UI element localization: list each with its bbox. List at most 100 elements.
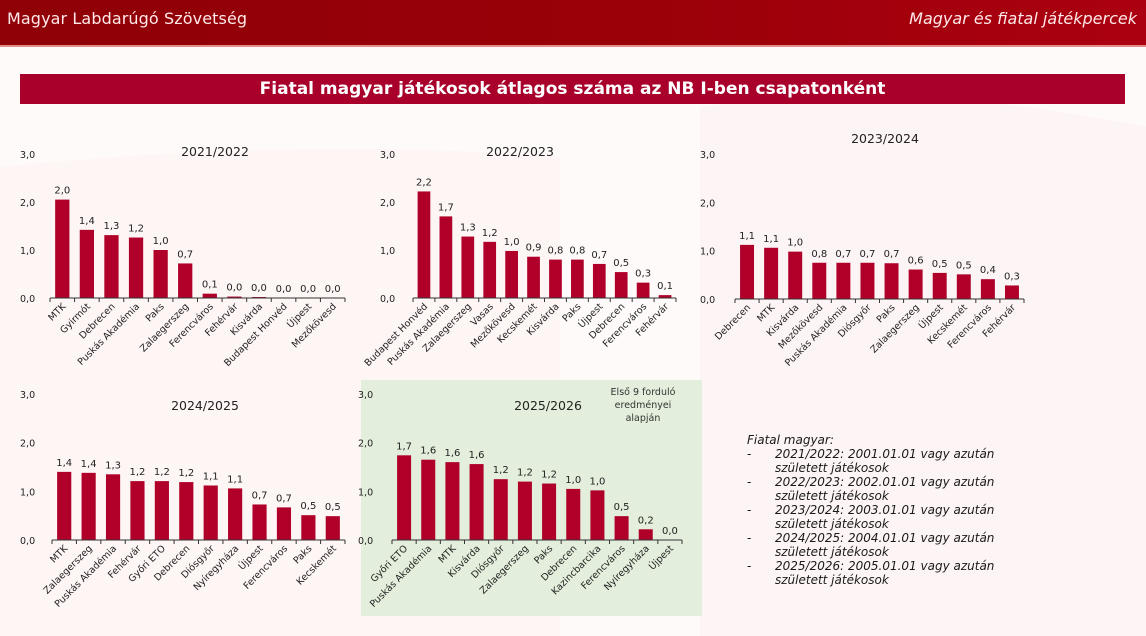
bar [493, 479, 508, 540]
bar [153, 250, 168, 298]
legend-item-line: született játékosok [775, 517, 889, 531]
data-label: 0,9 [526, 243, 542, 254]
data-label: 0,8 [569, 246, 585, 257]
data-label: 1,4 [56, 458, 72, 469]
data-label: 0,8 [811, 249, 827, 260]
data-label: 1,0 [589, 476, 605, 487]
bar [638, 529, 653, 540]
bar [566, 488, 581, 540]
data-label: 2,2 [416, 177, 432, 188]
chart-title: 2025/2026 [514, 398, 582, 413]
legend-item-line: született játékosok [775, 573, 889, 587]
bar [79, 229, 95, 298]
data-label: 0,1 [657, 281, 673, 292]
bar [130, 481, 145, 540]
definition-legend: Fiatal magyar: - 2021/2022: 2001.01.01 v… [747, 433, 1007, 587]
data-label: 0,3 [635, 269, 651, 280]
bar [836, 262, 851, 299]
data-label: 0,3 [1004, 271, 1020, 282]
data-label: 0,5 [614, 502, 630, 513]
bar [227, 296, 242, 298]
legend-item: - 2023/2024: 2003.01.01 vagy azután szül… [747, 503, 1007, 531]
bar [571, 259, 584, 298]
bar [81, 472, 96, 540]
data-label: 1,2 [482, 228, 498, 239]
data-label: 1,0 [153, 236, 169, 247]
bar [658, 295, 672, 298]
data-label: 1,4 [81, 459, 97, 470]
data-label: 1,3 [104, 221, 120, 232]
legend-item-line: született játékosok [775, 545, 889, 559]
bar [105, 474, 121, 540]
data-label: 1,2 [493, 465, 509, 476]
data-label: 1,1 [203, 471, 219, 482]
data-label: 1,0 [787, 238, 803, 249]
bar [740, 244, 755, 299]
bar [884, 263, 899, 299]
chart-2023-2024: 2023/20240,01,02,03,01,1Debrecen1,1MTK1,… [700, 131, 1025, 369]
y-tick-label: 2,0 [20, 439, 35, 450]
legend-item-line: született játékosok [775, 489, 889, 503]
data-label: 1,1 [739, 231, 755, 242]
data-label: 1,6 [420, 446, 436, 457]
bar [417, 191, 431, 298]
chart-2025-2026-note: Első 9 forduló eredményei alapján [588, 386, 698, 425]
data-label: 0,7 [276, 493, 292, 504]
legend-item: - 2024/2025: 2004.01.01 vagy azután szül… [747, 531, 1007, 559]
bar [956, 274, 971, 299]
bar [445, 462, 460, 540]
header-bar: Magyar Labdarúgó Szövetség Magyar és fia… [0, 0, 1146, 47]
legend-item-line: 2025/2026: 2005.01.01 vagy azután [775, 559, 995, 573]
y-tick-label: 2,0 [358, 439, 373, 450]
data-label: 1,0 [504, 237, 520, 248]
bar [57, 471, 72, 540]
bar [276, 507, 292, 540]
bar [128, 237, 144, 298]
bar [1004, 285, 1019, 299]
legend-bullet: - [747, 503, 752, 517]
bar [397, 455, 412, 540]
data-label: 0,0 [276, 284, 292, 295]
bar [421, 459, 436, 540]
legend-item-line: 2022/2023: 2002.01.01 vagy azután [775, 475, 995, 489]
data-label: 1,2 [541, 470, 557, 481]
bar [55, 199, 70, 298]
data-label: 0,5 [956, 260, 972, 271]
data-label: 0,7 [591, 250, 607, 261]
data-label: 0,1 [202, 280, 218, 291]
data-label: 0,7 [177, 249, 193, 260]
bar [542, 483, 557, 540]
y-tick-label: 2,0 [700, 198, 715, 209]
chart-2024-2025: 2024/20250,01,02,03,01,4MTK1,4Zalaegersz… [20, 390, 346, 610]
y-tick-label: 3,0 [20, 390, 35, 401]
category-label: Újpest [646, 542, 676, 572]
bar [104, 235, 119, 298]
legend-item-line: 2021/2022: 2001.01.01 vagy azután [775, 447, 995, 461]
legend-bullet: - [747, 531, 752, 545]
data-label: 1,2 [128, 224, 144, 235]
data-label: 1,6 [469, 450, 485, 461]
y-tick-label: 3,0 [380, 150, 395, 161]
bar [636, 282, 650, 298]
bar [252, 504, 267, 540]
y-tick-label: 1,0 [20, 487, 35, 498]
legend-bullet: - [747, 447, 752, 461]
data-label: 1,7 [438, 202, 454, 213]
data-label: 1,2 [154, 467, 170, 478]
data-label: 0,7 [835, 249, 851, 260]
bar [549, 259, 562, 298]
data-label: 0,5 [613, 258, 629, 269]
organization-title: Magyar Labdarúgó Szövetség [7, 9, 248, 28]
data-label: 0,8 [548, 246, 564, 257]
bar [228, 488, 243, 540]
bar [527, 256, 540, 298]
section-title: Magyar és fiatal játékpercek [909, 9, 1137, 28]
y-tick-label: 0,0 [380, 294, 395, 305]
chart-title: 2024/2025 [171, 398, 239, 413]
y-tick-label: 2,0 [380, 198, 395, 209]
bar [812, 262, 827, 299]
data-label: 1,0 [565, 475, 581, 486]
legend-item-line: született játékosok [775, 461, 889, 475]
bar [469, 464, 484, 540]
legend-bullet: - [747, 475, 752, 489]
